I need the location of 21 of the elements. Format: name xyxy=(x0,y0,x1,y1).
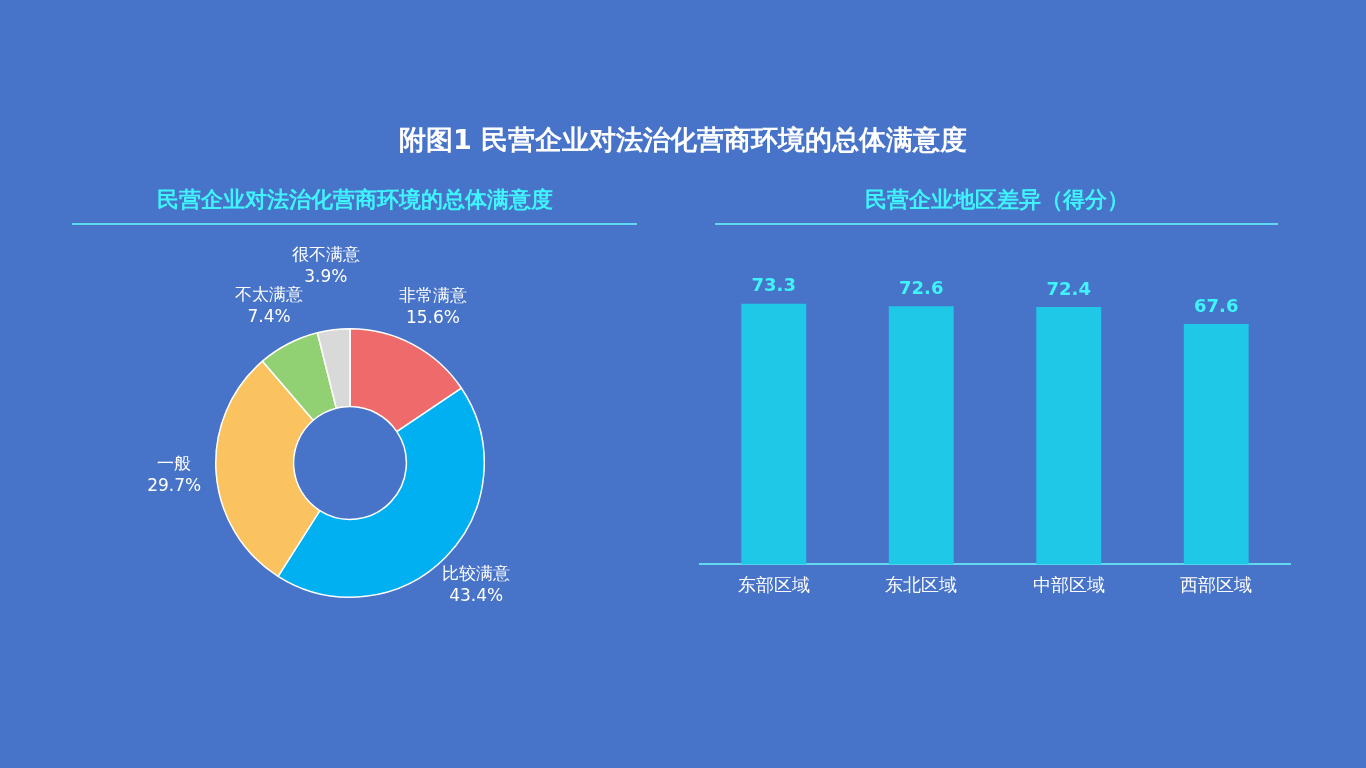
data-label: 72.4 xyxy=(1046,277,1091,299)
slice-label: 比较满意 xyxy=(442,563,511,584)
data-label: 67.6 xyxy=(1194,294,1239,316)
chart-title: 民营企业地区差异（得分） xyxy=(715,185,1278,225)
data-label: 7.4% xyxy=(247,305,291,326)
slice-label: 不太满意 xyxy=(235,283,303,304)
slice-label: 非常满意 xyxy=(398,284,467,305)
x-tick-label: 中部区域 xyxy=(1032,573,1105,595)
data-label: 73.3 xyxy=(751,274,796,296)
data-label: 15.6% xyxy=(405,306,460,327)
data-label: 72.6 xyxy=(899,276,944,298)
x-tick-label: 东部区域 xyxy=(737,573,810,595)
data-label: 29.7% xyxy=(147,475,202,496)
x-tick-label: 东北区域 xyxy=(885,573,958,595)
data-label: 43.4% xyxy=(449,585,504,606)
text: 附图1 民营企业对法治化营商环境的总体满意度 xyxy=(397,123,969,157)
chart-subtitle: 民营企业对法治化营商环境的总体满意度 xyxy=(72,185,637,225)
slice-label: 一般 xyxy=(157,453,192,474)
data-label: 3.9% xyxy=(304,265,348,286)
slice-label: 很不满意 xyxy=(291,243,360,264)
x-tick-label: 西部区域 xyxy=(1180,573,1253,595)
